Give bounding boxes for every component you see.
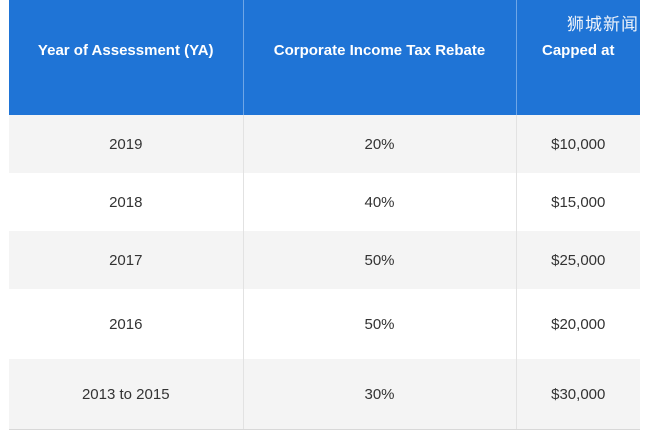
cell-year: 2018 xyxy=(9,173,244,231)
watermark-logo: 狮城新闻 xyxy=(567,15,639,35)
cell-year: 2016 xyxy=(9,289,244,359)
cell-year: 2013 to 2015 xyxy=(9,359,244,429)
cell-cap: $15,000 xyxy=(516,173,640,231)
table-row: 2018 40% $15,000 xyxy=(9,173,640,231)
cell-rebate: 50% xyxy=(243,289,517,359)
tax-rebate-table: Year of Assessment (YA) Corporate Income… xyxy=(9,0,640,429)
cell-year: 2019 xyxy=(9,115,244,173)
table-bottom-divider xyxy=(9,429,640,430)
header-year-of-assessment: Year of Assessment (YA) xyxy=(9,0,244,115)
table-row: 2013 to 2015 30% $30,000 xyxy=(9,359,640,429)
cell-year: 2017 xyxy=(9,231,244,289)
table-row: 2017 50% $25,000 xyxy=(9,231,640,289)
header-tax-rebate: Corporate Income Tax Rebate xyxy=(243,0,517,115)
table-header: Year of Assessment (YA) Corporate Income… xyxy=(9,0,640,115)
header-capped-at: Capped at xyxy=(516,0,640,115)
cell-cap: $10,000 xyxy=(516,115,640,173)
table-row: 2019 20% $10,000 xyxy=(9,115,640,173)
cell-cap: $20,000 xyxy=(516,289,640,359)
cell-rebate: 30% xyxy=(243,359,517,429)
cell-rebate: 20% xyxy=(243,115,517,173)
cell-rebate: 40% xyxy=(243,173,517,231)
table-body: 2019 20% $10,000 2018 40% $15,000 2017 5… xyxy=(9,115,640,429)
cell-cap: $30,000 xyxy=(516,359,640,429)
cell-cap: $25,000 xyxy=(516,231,640,289)
table-row: 2016 50% $20,000 xyxy=(9,289,640,359)
header-row: Year of Assessment (YA) Corporate Income… xyxy=(9,0,640,115)
cell-rebate: 50% xyxy=(243,231,517,289)
